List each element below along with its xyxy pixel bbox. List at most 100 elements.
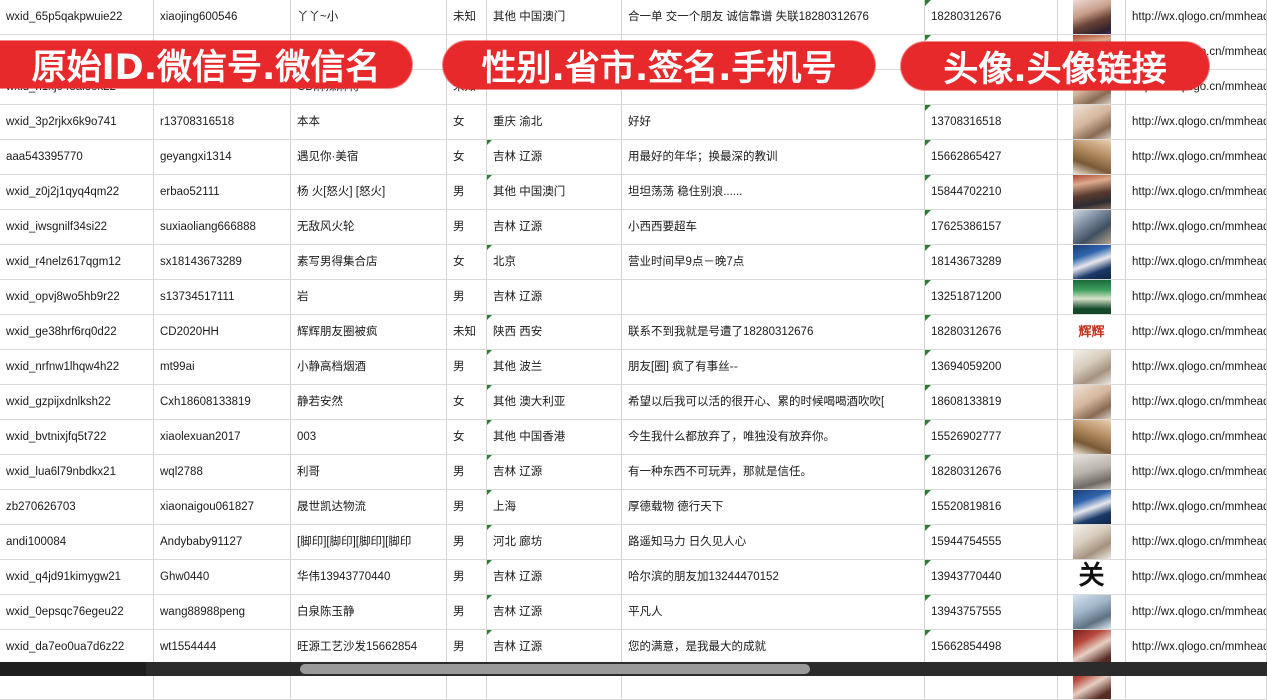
cell-nickname[interactable]: [脚印][脚印][脚印][脚印 [290, 524, 447, 560]
cell-province[interactable]: 河北 廊坊 [486, 524, 622, 560]
cell-wxid[interactable]: wxid_nrfnw1lhqw4h22 [0, 349, 154, 385]
cell-avatar-url[interactable]: http://wx.qlogo.cn/mmhead [1125, 174, 1267, 210]
cell-avatar-url[interactable]: http://wx.qlogo.cn/mmhead [1125, 244, 1267, 280]
cell-province[interactable]: 吉林 辽源 [486, 559, 622, 595]
cell-gender[interactable]: 男 [446, 524, 487, 560]
cell-phone[interactable]: 13943757555 [924, 594, 1058, 630]
cell-avatar[interactable]: 辉辉 [1057, 314, 1126, 350]
cell-avatar-url[interactable]: http://wx.qlogo.cn/mmhead [1125, 559, 1267, 595]
cell-gender[interactable]: 男 [446, 349, 487, 385]
cell-account[interactable]: Ghw0440 [153, 559, 291, 595]
cell-account[interactable]: wang88988peng [153, 594, 291, 630]
cell-avatar-url[interactable]: http://wx.qlogo.cn/mmhead [1125, 104, 1267, 140]
cell-wxid[interactable]: zb270626703 [0, 489, 154, 525]
cell-nickname[interactable]: 遇见你·美宿 [290, 139, 447, 175]
table-row[interactable]: zb270626703 xiaonaigou061827 晟世凯达物流男上海 厚德载物… [0, 489, 1267, 525]
cell-province[interactable]: 北京 [486, 244, 622, 280]
cell-phone[interactable]: 18280312676 [924, 314, 1058, 350]
cell-phone[interactable]: 18280312676 [924, 454, 1058, 490]
cell-account[interactable]: wql2788 [153, 454, 291, 490]
cell-nickname[interactable]: 静若安然 [290, 384, 447, 420]
cell-signature[interactable]: 希望以后我可以活的很开心、累的时候喝喝酒吹吹[ [621, 384, 925, 420]
cell-account[interactable]: s13734517111 [153, 279, 291, 315]
cell-avatar-url[interactable]: http://wx.qlogo.cn/mmhead [1125, 0, 1267, 35]
cell-account[interactable]: Cxh18608133819 [153, 384, 291, 420]
cell-nickname[interactable]: 晟世凯达物流 [290, 489, 447, 525]
cell-gender[interactable]: 男 [446, 489, 487, 525]
cell-avatar-url[interactable]: http://wx.qlogo.cn/mmhead [1125, 349, 1267, 385]
cell-wxid[interactable]: andi100084 [0, 524, 154, 560]
cell-signature[interactable]: 您的满意，是我最大的成就 [621, 629, 925, 665]
cell-province[interactable]: 吉林 辽源 [486, 279, 622, 315]
cell-province[interactable]: 上海 [486, 489, 622, 525]
cell-avatar[interactable] [1057, 139, 1126, 175]
cell-avatar-url[interactable]: http://wx.qlogo.cn/mmhead [1125, 454, 1267, 490]
cell-nickname[interactable]: 本本 [290, 104, 447, 140]
cell-nickname[interactable]: 素写男得集合店 [290, 244, 447, 280]
table-row[interactable]: wxid_ge38hrf6rq0d22 CD2020HH 辉辉朋友圈被疯 未知 陕西 西… [0, 314, 1267, 350]
cell-wxid[interactable]: wxid_gzpijxdnlksh22 [0, 384, 154, 420]
cell-gender[interactable]: 男 [446, 629, 487, 665]
cell-avatar-url[interactable]: http://wx.qlogo.cn/mmhead [1125, 419, 1267, 455]
cell-phone[interactable]: 15662854498 [924, 629, 1058, 665]
cell-avatar-url[interactable]: http://wx.qlogo.cn/mmhead [1125, 629, 1267, 665]
cell-wxid[interactable]: wxid_opvj8wo5hb9r22 [0, 279, 154, 315]
cell-avatar[interactable] [1057, 349, 1126, 385]
cell-gender[interactable]: 女 [446, 384, 487, 420]
cell-gender[interactable]: 男 [446, 454, 487, 490]
cell-phone[interactable]: 18143673289 [924, 244, 1058, 280]
cell-wxid[interactable]: wxid_65p5qakpwuie22 [0, 0, 154, 35]
cell-phone[interactable]: 13708316518 [924, 104, 1058, 140]
cell-account[interactable]: xiaolexuan2017 [153, 419, 291, 455]
cell-avatar[interactable] [1057, 524, 1126, 560]
cell-nickname[interactable]: 无敌风火轮 [290, 209, 447, 245]
cell-gender[interactable]: 男 [446, 174, 487, 210]
cell-province[interactable]: 吉林 辽源 [486, 629, 622, 665]
cell-phone[interactable]: 13943770440 [924, 559, 1058, 595]
cell-phone[interactable]: 15520819816 [924, 489, 1058, 525]
cell-avatar[interactable] [1057, 454, 1126, 490]
cell-nickname[interactable]: 丫丫~小 [290, 0, 447, 35]
cell-phone[interactable]: 18608133819 [924, 384, 1058, 420]
cell-avatar[interactable] [1057, 629, 1126, 665]
cell-province[interactable]: 其他 中国澳门 [486, 174, 622, 210]
cell-signature[interactable]: 小西西要超车 [621, 209, 925, 245]
table-row[interactable]: wxid_iwsgnilf34si22 suxiaoliang666888 无敌风火… [0, 209, 1267, 245]
cell-nickname[interactable]: 旺源工艺沙发15662854 [290, 629, 447, 665]
cell-avatar[interactable] [1057, 244, 1126, 280]
cell-gender[interactable]: 女 [446, 244, 487, 280]
cell-signature[interactable]: 合一单 交一个朋友 诚信靠谱 失联18280312676 [621, 0, 925, 35]
cell-signature[interactable]: 平凡人 [621, 594, 925, 630]
cell-gender[interactable]: 男 [446, 559, 487, 595]
cell-account[interactable]: wt1554444 [153, 629, 291, 665]
cell-avatar[interactable] [1057, 594, 1126, 630]
cell-province[interactable]: 其他 中国香港 [486, 419, 622, 455]
cell-signature[interactable]: 有一种东西不可玩弄，那就是信任。 [621, 454, 925, 490]
cell-phone[interactable]: 15526902777 [924, 419, 1058, 455]
cell-nickname[interactable]: 杨 火[怒火] [怒火] [290, 174, 447, 210]
table-row[interactable]: wxid_q4jd91kimygw21 Ghw0440 华伟13943770440 男… [0, 559, 1267, 595]
cell-avatar[interactable] [1057, 174, 1126, 210]
cell-gender[interactable]: 男 [446, 209, 487, 245]
cell-signature[interactable]: 用最好的年华；换最深的教训 [621, 139, 925, 175]
cell-signature[interactable]: 坦坦荡荡 稳住别浪...... [621, 174, 925, 210]
cell-avatar[interactable] [1057, 0, 1126, 35]
cell-province[interactable]: 吉林 辽源 [486, 594, 622, 630]
cell-account[interactable]: mt99ai [153, 349, 291, 385]
cell-signature[interactable]: 朋友[圈] 疯了有事丝֊֊ [621, 349, 925, 385]
cell-province[interactable]: 吉林 辽源 [486, 139, 622, 175]
cell-wxid[interactable]: wxid_z0j2j1qyq4qm22 [0, 174, 154, 210]
cell-phone[interactable]: 17625386157 [924, 209, 1058, 245]
cell-wxid[interactable]: wxid_iwsgnilf34si22 [0, 209, 154, 245]
cell-wxid[interactable]: wxid_lua6l79nbdkx21 [0, 454, 154, 490]
cell-phone[interactable]: 13251871200 [924, 279, 1058, 315]
cell-avatar-url[interactable]: http://wx.qlogo.cn/mmhead [1125, 139, 1267, 175]
cell-avatar-url[interactable]: http://wx.qlogo.cn/mmhead [1125, 524, 1267, 560]
cell-gender[interactable]: 男 [446, 594, 487, 630]
cell-wxid[interactable]: wxid_3p2rjkx6k9o741 [0, 104, 154, 140]
cell-nickname[interactable]: 辉辉朋友圈被疯 [290, 314, 447, 350]
cell-nickname[interactable]: 白泉陈玉静 [290, 594, 447, 630]
scrollbar-thumb[interactable] [300, 664, 810, 674]
cell-gender[interactable]: 未知 [446, 314, 487, 350]
cell-account[interactable]: geyangxi1314 [153, 139, 291, 175]
